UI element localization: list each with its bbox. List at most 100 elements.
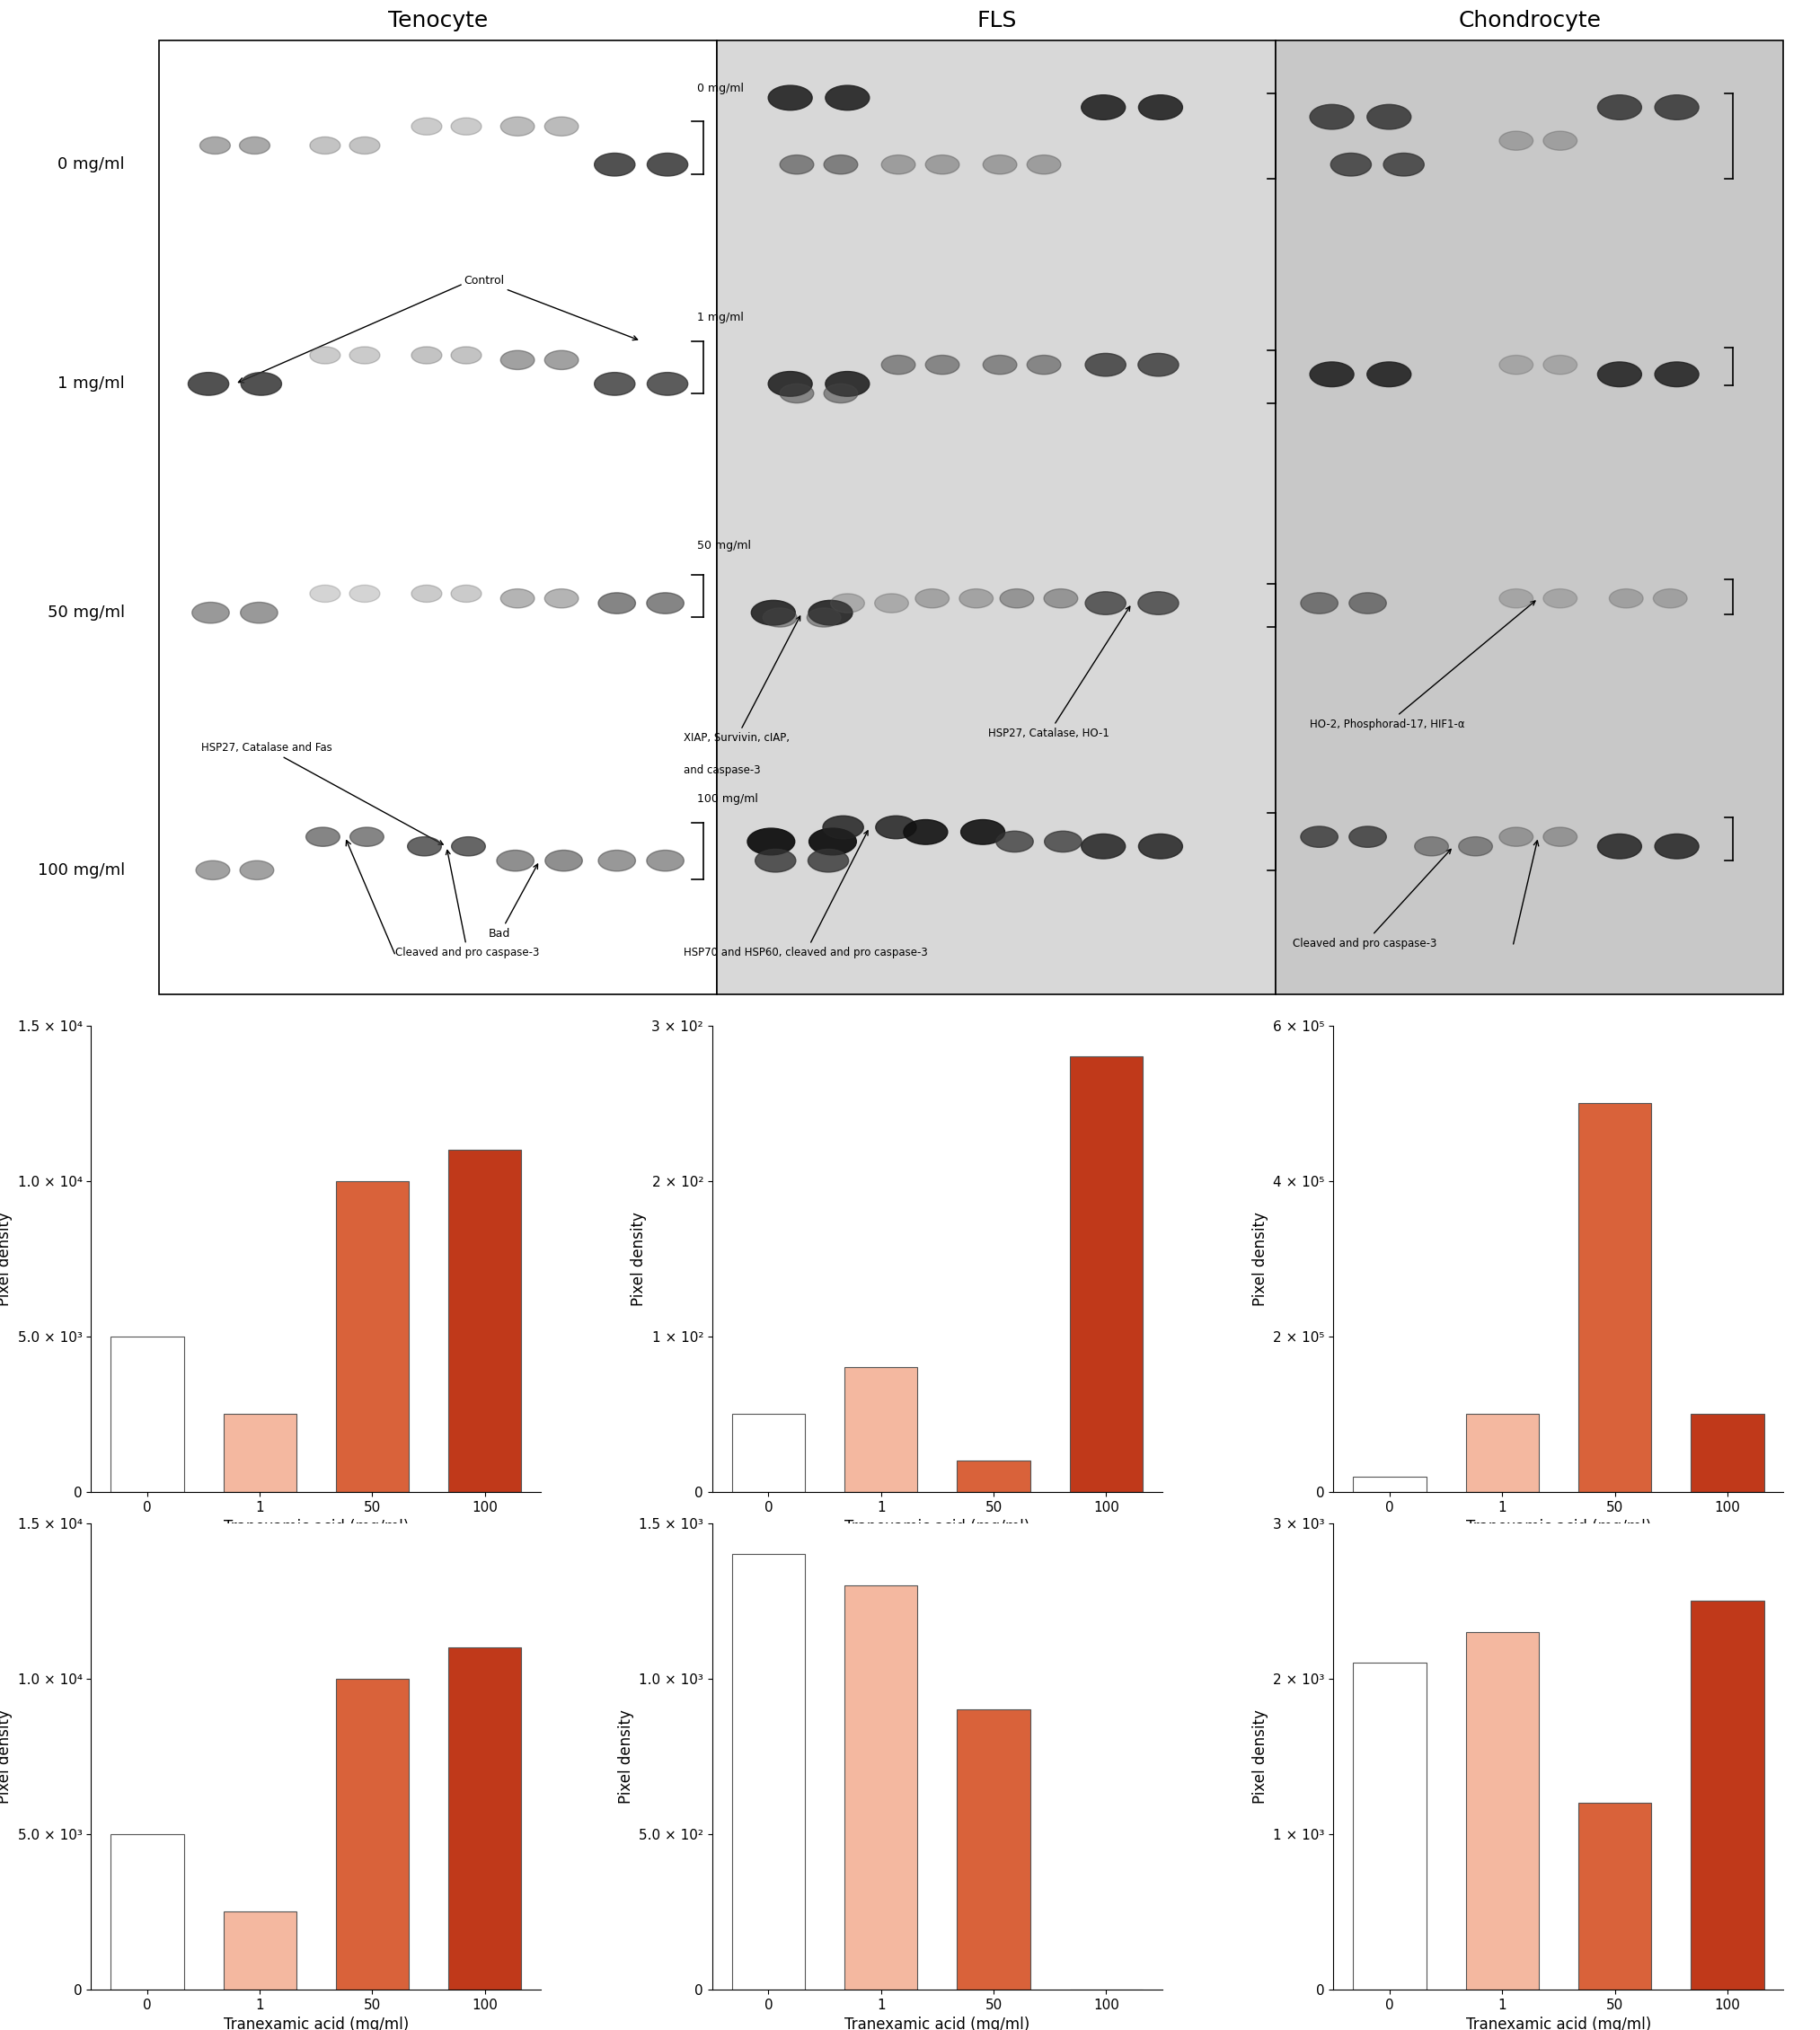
Bar (732, 1555, 804, 1989)
Bar (1070, 1058, 1143, 1492)
Circle shape (646, 851, 684, 871)
Circle shape (1045, 589, 1077, 607)
Text: Fig. 4d: Fig. 4d (1522, 1622, 1594, 1640)
Circle shape (1310, 361, 1354, 388)
Circle shape (1500, 355, 1532, 374)
Circle shape (411, 347, 442, 363)
Circle shape (808, 601, 852, 625)
Circle shape (1653, 589, 1687, 607)
X-axis label: Tranexamic acid (mg/ml): Tranexamic acid (mg/ml) (844, 1518, 1030, 1535)
Circle shape (768, 371, 812, 396)
Circle shape (1458, 836, 1492, 857)
Y-axis label: Pixel density: Pixel density (630, 1212, 646, 1305)
Circle shape (1654, 361, 1698, 388)
Circle shape (875, 593, 908, 613)
Circle shape (1330, 152, 1370, 177)
Bar (1352, 1476, 1427, 1492)
Text: 0 mg/ml: 0 mg/ml (697, 83, 744, 93)
Circle shape (1543, 828, 1578, 847)
Y-axis label: Pixel density: Pixel density (1252, 1212, 1269, 1305)
Text: FLS: FLS (977, 10, 1017, 30)
Circle shape (763, 607, 797, 627)
Circle shape (806, 607, 841, 627)
Circle shape (544, 118, 579, 136)
Bar (448, 1149, 522, 1492)
Circle shape (349, 136, 380, 154)
Circle shape (1598, 95, 1642, 120)
Circle shape (197, 861, 229, 879)
Circle shape (824, 154, 857, 175)
Y-axis label: Pixel density: Pixel density (1252, 1709, 1269, 1803)
FancyBboxPatch shape (717, 41, 1276, 995)
Circle shape (1543, 589, 1578, 607)
Bar (957, 1709, 1030, 1989)
Text: 1 mg/ml: 1 mg/ml (697, 311, 744, 323)
Circle shape (240, 861, 273, 879)
Y-axis label: Pixel density: Pixel density (617, 1709, 633, 1803)
Circle shape (648, 371, 688, 396)
Circle shape (1310, 104, 1354, 130)
Circle shape (1543, 355, 1578, 374)
Circle shape (755, 849, 795, 873)
Bar (111, 1833, 184, 1989)
Circle shape (1500, 589, 1532, 607)
Text: XIAP, Survivin, cIAP,: XIAP, Survivin, cIAP, (684, 617, 801, 745)
Text: 1 mg/ml: 1 mg/ml (58, 376, 126, 392)
Circle shape (1500, 132, 1532, 150)
Circle shape (648, 152, 688, 177)
Circle shape (408, 836, 442, 857)
Circle shape (1367, 361, 1410, 388)
Bar (1578, 1102, 1651, 1492)
Circle shape (451, 836, 486, 857)
Bar (335, 1181, 410, 1492)
Bar (448, 1648, 522, 1989)
Bar (732, 1415, 804, 1492)
Circle shape (451, 118, 482, 136)
Bar (335, 1679, 410, 1989)
Circle shape (349, 347, 380, 363)
Circle shape (1085, 353, 1127, 376)
Circle shape (1500, 828, 1532, 847)
Y-axis label: Pixel density: Pixel density (0, 1709, 13, 1803)
Circle shape (599, 851, 635, 871)
Circle shape (1383, 152, 1423, 177)
Circle shape (1045, 830, 1081, 853)
Text: Chondrocyte: Chondrocyte (1458, 10, 1602, 30)
Circle shape (451, 347, 482, 363)
Circle shape (961, 820, 1005, 844)
FancyBboxPatch shape (158, 41, 717, 995)
Circle shape (881, 154, 915, 175)
Circle shape (544, 589, 579, 607)
Circle shape (1349, 593, 1387, 613)
Circle shape (1138, 593, 1179, 615)
Text: Fig. 4b: Fig. 4b (280, 1622, 353, 1640)
Circle shape (349, 585, 380, 603)
Circle shape (544, 351, 579, 369)
Circle shape (959, 589, 994, 607)
Circle shape (309, 136, 340, 154)
Text: Cleaved and pro caspase-3: Cleaved and pro caspase-3 (1292, 849, 1451, 950)
Circle shape (1301, 826, 1338, 847)
Circle shape (1138, 353, 1179, 376)
Circle shape (1598, 834, 1642, 859)
Text: 100 mg/ml: 100 mg/ml (697, 794, 757, 804)
Bar (1691, 1415, 1764, 1492)
Circle shape (999, 589, 1034, 607)
Circle shape (915, 589, 950, 607)
Circle shape (781, 154, 814, 175)
Text: 50 mg/ml: 50 mg/ml (697, 540, 752, 552)
Circle shape (826, 85, 870, 110)
Text: HO-2, Phosphorad-17, HIF1-α: HO-2, Phosphorad-17, HIF1-α (1310, 601, 1536, 731)
Circle shape (830, 593, 864, 613)
Circle shape (1414, 836, 1449, 857)
Text: 100 mg/ml: 100 mg/ml (38, 863, 126, 879)
Circle shape (1139, 95, 1183, 120)
Circle shape (881, 355, 915, 374)
Text: Tenocyte: Tenocyte (388, 10, 488, 30)
Circle shape (983, 154, 1017, 175)
Bar (1578, 1803, 1651, 1989)
X-axis label: Tranexamic acid (mg/ml): Tranexamic acid (mg/ml) (844, 2016, 1030, 2030)
Circle shape (823, 816, 863, 838)
Text: Control: Control (464, 274, 637, 341)
Circle shape (546, 851, 582, 871)
